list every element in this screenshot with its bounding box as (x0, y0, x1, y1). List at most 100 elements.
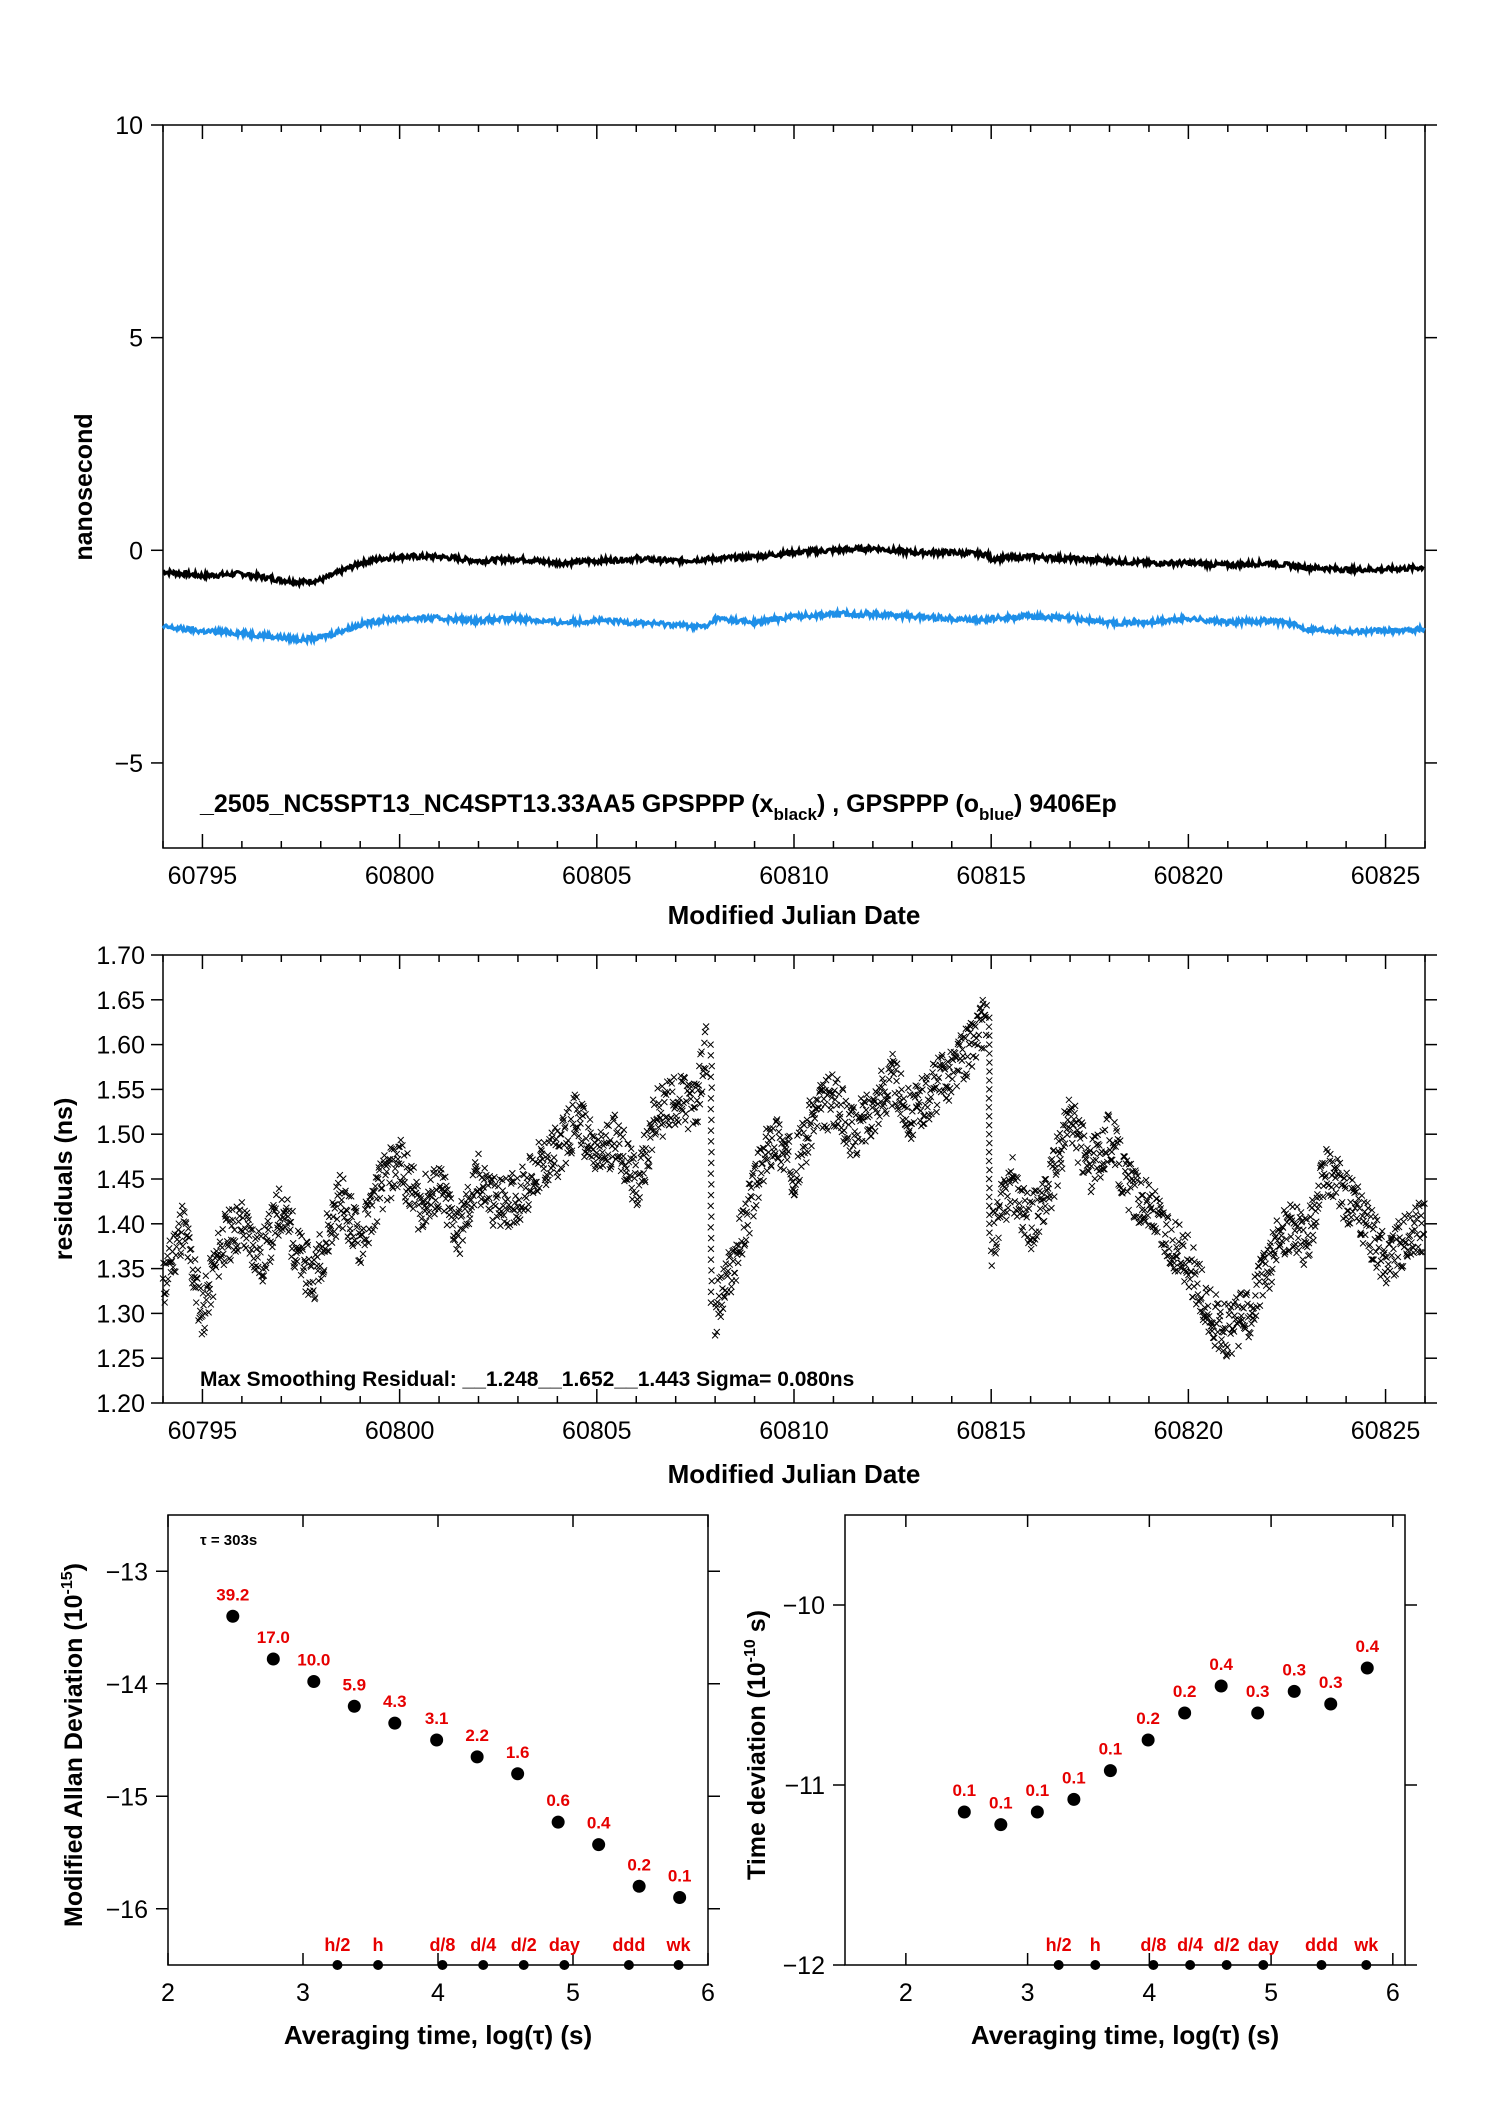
residual-point (905, 1129, 913, 1137)
residual-point (507, 1174, 514, 1182)
mdev-ylabel-end: ) (60, 1563, 88, 1571)
residual-point (740, 1224, 748, 1231)
residual-point (376, 1194, 384, 1202)
x-tick-label: 60825 (1351, 862, 1421, 890)
residual-point (720, 1292, 728, 1300)
residual-point (945, 1097, 953, 1104)
residual-point (1354, 1200, 1361, 1208)
residual-point (695, 1082, 703, 1089)
residual-point (708, 1084, 716, 1091)
residual-point (964, 1053, 971, 1060)
residual-point (926, 1097, 934, 1105)
residual-point (735, 1215, 743, 1222)
residual-point (1219, 1325, 1227, 1332)
residual-point (814, 1096, 822, 1104)
residual-point (1290, 1220, 1298, 1227)
residual-point (849, 1142, 857, 1150)
tdev-x-axis-label: Averaging time, log(τ) (s) (971, 2020, 1279, 2050)
residual-point (1206, 1286, 1214, 1293)
residual-point (1385, 1260, 1392, 1268)
residual-point (675, 1118, 682, 1126)
mdev-ticks (156, 1515, 720, 1965)
residual-point (517, 1182, 525, 1189)
residual-point (1203, 1313, 1211, 1321)
residual-point (1280, 1207, 1288, 1214)
residual-point (437, 1165, 445, 1173)
residual-point (1372, 1213, 1379, 1221)
residual-point (614, 1153, 622, 1160)
residual-point (1063, 1131, 1071, 1139)
residual-point (1043, 1208, 1050, 1215)
residual-point (327, 1222, 335, 1230)
residual-point (878, 1083, 886, 1091)
tdev-y-tick-labels: −10 −11 −12 (783, 1592, 825, 1980)
residual-point (707, 1245, 715, 1253)
residual-point (472, 1162, 480, 1170)
residual-point (899, 1101, 907, 1109)
residual-point (692, 1118, 700, 1126)
residual-point (1307, 1213, 1314, 1221)
x-tick-label: 5 (1264, 1979, 1278, 2007)
panel-mdev: −13 −14 −15 −16 2 3 4 5 6 h/2 h d/8 d/4 d/2 day ddd wk… (59, 1514, 720, 2050)
residual-point (963, 1073, 971, 1080)
residual-point (1225, 1311, 1233, 1319)
residual-point (286, 1218, 294, 1226)
residuals-frame (162, 954, 1426, 1404)
residual-point (635, 1171, 642, 1178)
tdev-tau-markers: h/2 h d/8 d/4 d/2 day ddd wk (1046, 1935, 1379, 1970)
residual-point (332, 1233, 340, 1240)
residual-point (866, 1112, 873, 1119)
tau-marker-label: wk (1353, 1935, 1379, 1955)
residual-point (941, 1088, 948, 1095)
residual-point (1300, 1261, 1308, 1269)
residual-point (742, 1236, 750, 1244)
residual-point (546, 1170, 554, 1177)
residual-point (459, 1237, 467, 1244)
residual-point (401, 1179, 409, 1186)
residual-point (681, 1074, 689, 1082)
residual-point (1337, 1200, 1345, 1208)
residual-point (956, 1041, 963, 1049)
residual-point (1388, 1234, 1396, 1242)
residual-point (1243, 1289, 1251, 1296)
residual-point (297, 1271, 305, 1279)
tau-marker-label: wk (666, 1935, 692, 1955)
residual-point (1103, 1158, 1111, 1166)
residual-point (1404, 1246, 1412, 1254)
residual-point (707, 1224, 715, 1231)
residual-point (985, 1202, 993, 1210)
residual-point (734, 1259, 742, 1267)
residual-point (414, 1182, 422, 1190)
residual-point (1163, 1220, 1170, 1228)
residual-point (272, 1205, 280, 1213)
residual-point (168, 1257, 176, 1265)
residual-point (746, 1229, 753, 1237)
residual-point (668, 1080, 676, 1087)
residual-point (206, 1285, 214, 1293)
residual-point (163, 1279, 171, 1287)
tau-marker-dot (332, 1960, 343, 1970)
deviation-point (1360, 1661, 1374, 1675)
residual-point (946, 1063, 953, 1071)
residual-point (761, 1151, 769, 1159)
residual-point (1279, 1224, 1287, 1232)
residual-point (1296, 1213, 1304, 1221)
residual-point (540, 1165, 548, 1172)
residual-point (252, 1262, 260, 1270)
timeseries-x-tick-labels: 60795 60800 60805 60810 60815 60820 60825 (168, 862, 1421, 890)
residual-point (595, 1154, 603, 1162)
residual-point (270, 1201, 277, 1209)
residual-point (1348, 1176, 1356, 1184)
residual-point (802, 1134, 810, 1142)
residual-point (968, 1063, 976, 1070)
residual-point (1400, 1243, 1408, 1251)
residual-point (207, 1301, 215, 1308)
tau-marker-label: h/2 (1046, 1935, 1072, 1955)
residual-point (459, 1226, 467, 1233)
residual-point (1215, 1345, 1223, 1353)
residual-point (885, 1076, 893, 1084)
residual-point (777, 1164, 784, 1172)
residual-point (245, 1216, 252, 1223)
x-tick-label: 60815 (956, 862, 1026, 890)
residual-point (260, 1272, 268, 1279)
